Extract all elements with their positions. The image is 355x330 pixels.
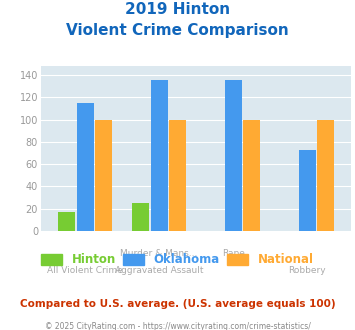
Bar (58, 212, 75, 231)
Text: Violent Crime Comparison: Violent Crime Comparison (66, 23, 289, 38)
Text: 2019 Hinton: 2019 Hinton (125, 2, 230, 16)
Text: Compared to U.S. average. (U.S. average equals 100): Compared to U.S. average. (U.S. average … (20, 299, 335, 309)
Text: Aggravated Assault: Aggravated Assault (115, 266, 203, 275)
Text: Rape: Rape (222, 249, 245, 258)
Bar (95, 119, 112, 231)
Bar (151, 81, 168, 231)
Text: © 2025 CityRating.com - https://www.cityrating.com/crime-statistics/: © 2025 CityRating.com - https://www.city… (45, 322, 310, 330)
Bar (132, 203, 149, 231)
Bar (169, 119, 186, 231)
Bar (243, 119, 260, 231)
Bar (299, 149, 316, 231)
Bar (317, 119, 334, 231)
Bar (77, 103, 94, 231)
Text: Murder & Mans...: Murder & Mans... (120, 249, 198, 258)
Legend: Hinton, Oklahoma, National: Hinton, Oklahoma, National (41, 253, 314, 266)
Text: All Violent Crime: All Violent Crime (47, 266, 123, 275)
Text: Robbery: Robbery (288, 266, 326, 275)
Bar (225, 81, 242, 231)
